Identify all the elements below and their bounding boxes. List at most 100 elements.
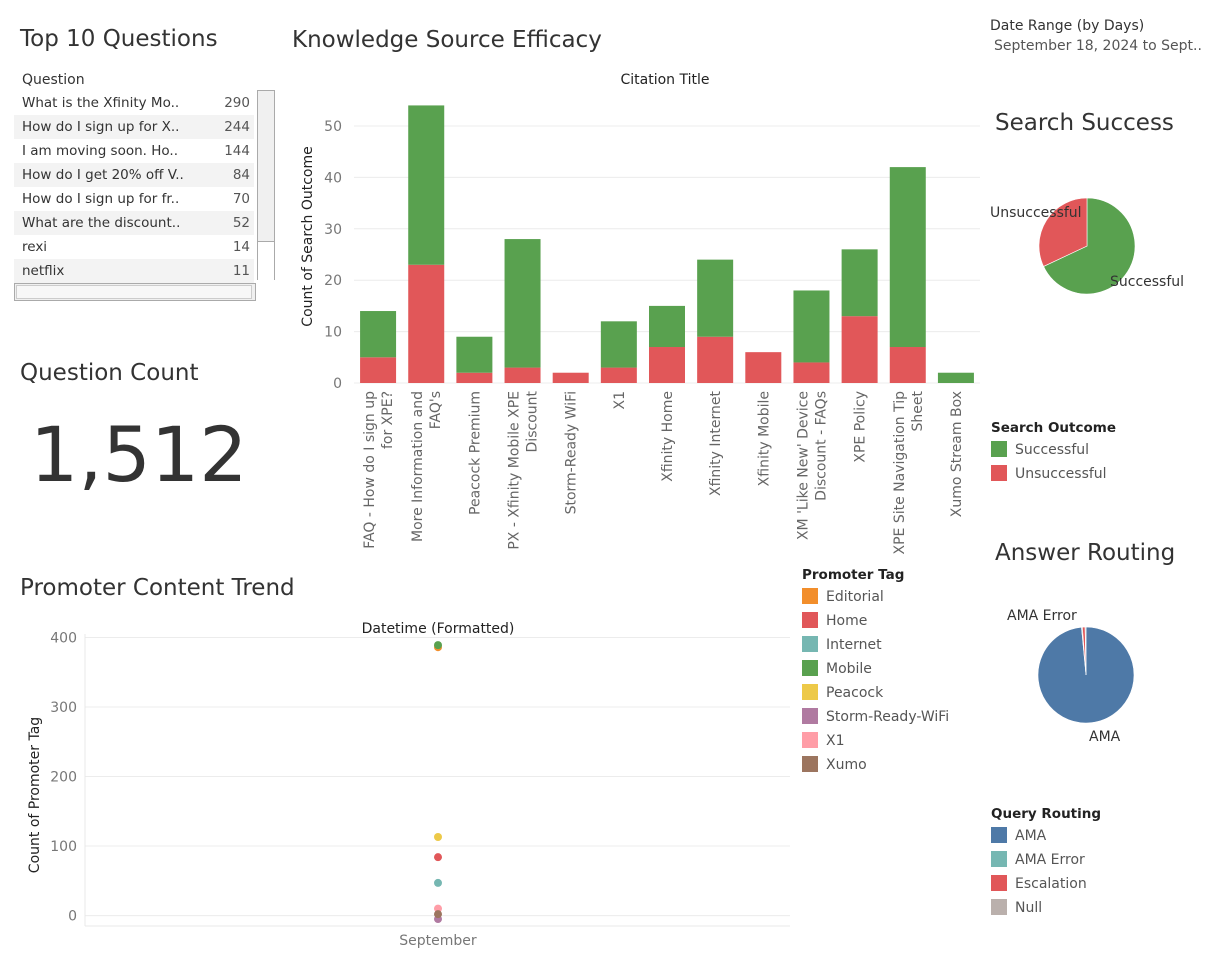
bar-successful[interactable] [841,249,878,317]
svg-text:Discount - FAQs: Discount - FAQs [813,391,829,501]
bar-x-tick-label: Xumo Stream Box [949,391,965,517]
question-count: 290 [224,95,250,111]
question-text: What are the discount.. [22,215,181,231]
date-range-value[interactable]: September 18, 2024 to Sept.. [994,38,1202,54]
legend-item-escalation[interactable]: Escalation [991,872,1101,896]
bar-successful[interactable] [360,311,397,358]
question-text: netflix [22,263,65,279]
scatter-point-xumo[interactable] [434,910,442,919]
home-swatch [802,612,818,628]
bar-x-tick-label: More Information and FAQ's [410,391,444,542]
ama-error-swatch [991,851,1007,867]
bar-successful[interactable] [600,321,637,368]
question-column-header[interactable]: Question [22,72,85,88]
bar-y-tick-label: 20 [324,273,342,289]
bar-y-tick-label: 10 [324,325,342,341]
search-success-slice[interactable] [1038,197,1088,267]
bar-x-tick-label: Xfinity Internet [708,391,724,496]
legend-item-unsuccessful[interactable]: Unsuccessful [991,462,1116,486]
bar-successful[interactable] [456,336,493,373]
bar-successful[interactable] [504,239,541,368]
question-count: 52 [232,215,250,231]
bar-unsuccessful[interactable] [456,372,493,383]
legend-item-internet[interactable]: Internet [802,633,949,657]
question-text: What is the Xfinity Mo.. [22,95,180,111]
scatter-point-home[interactable] [434,853,442,862]
question-count: 70 [232,191,250,207]
bar-successful[interactable] [937,372,974,383]
bar-unsuccessful[interactable] [793,362,830,383]
legend-item-xumo[interactable]: Xumo [802,753,949,777]
answer-routing-slice[interactable] [1084,626,1087,676]
legend-item-x1[interactable]: X1 [802,729,949,753]
table-row[interactable]: What are the discount.. 52 [14,211,254,235]
bar-successful[interactable] [408,105,445,265]
bar-x-tick-label: Xfinity Home [660,391,676,482]
legend-item-ama-error[interactable]: AMA Error [991,848,1101,872]
bar-chart-subtitle: Citation Title [620,72,709,88]
bar-unsuccessful[interactable] [841,316,878,383]
bar-unsuccessful[interactable] [408,264,445,383]
question-count: 144 [224,143,250,159]
bar-successful[interactable] [793,290,830,363]
legend-item-ama[interactable]: AMA [991,824,1101,848]
svg-text:Peacock Premium: Peacock Premium [467,391,483,515]
scatter-y-tick-label: 200 [50,770,77,786]
bar-unsuccessful[interactable] [360,357,397,383]
query-routing-legend-title: Query Routing [991,806,1102,822]
storm-ready-wifi-swatch [802,708,818,724]
questions-vertical-scrollbar[interactable] [257,90,275,280]
bar-unsuccessful[interactable] [889,347,926,383]
scatter-point-mobile[interactable] [434,641,442,650]
bar-y-tick-label: 40 [324,170,342,186]
legend-item-editorial[interactable]: Editorial [802,585,949,609]
scatter-point-x1[interactable] [434,904,442,913]
question-text: I am moving soon. Ho.. [22,143,179,159]
legend-item-storm-ready-wifi[interactable]: Storm-Ready-WiFi [802,705,949,729]
bar-successful[interactable] [649,305,685,348]
editorial-swatch [802,588,818,604]
search-success-slice[interactable] [1043,197,1136,295]
table-row[interactable]: How do I sign up for X.. 244 [14,115,254,139]
table-row[interactable]: rexi 14 [14,235,254,259]
table-row[interactable]: How do I get 20% off V.. 84 [14,163,254,187]
svg-text:Xfinity Home: Xfinity Home [660,391,676,482]
answer-routing-pie: AMA AMA Error [1007,608,1135,745]
bar-successful[interactable] [889,167,926,348]
vertical-scroll-thumb[interactable] [258,241,274,280]
bar-unsuccessful[interactable] [697,336,734,383]
bar-unsuccessful[interactable] [600,367,637,383]
bar-y-tick-label: 30 [324,222,342,238]
table-row[interactable]: I am moving soon. Ho.. 144 [14,139,254,163]
svg-text:for XPE?: for XPE? [380,391,396,449]
legend-item-peacock[interactable]: Peacock [802,681,949,705]
escalation-swatch [991,875,1007,891]
scatter-point-internet[interactable] [434,878,442,887]
table-row[interactable]: What is the Xfinity Mo.. 290 [14,91,254,115]
legend-item-mobile[interactable]: Mobile [802,657,949,681]
table-row[interactable]: netflix 11 [14,259,254,283]
scatter-y-tick-label: 400 [50,630,77,646]
bar-unsuccessful[interactable] [504,367,541,383]
bar-unsuccessful[interactable] [552,372,589,383]
successful-swatch [991,441,1007,457]
scatter-point-peacock[interactable] [434,833,442,842]
table-row[interactable]: How do I sign up for fr.. 70 [14,187,254,211]
svg-text:Sheet: Sheet [910,390,926,431]
bar-unsuccessful[interactable] [649,347,685,383]
legend-item-home[interactable]: Home [802,609,949,633]
bar-successful[interactable] [697,259,734,337]
legend-item-successful[interactable]: Successful [991,438,1116,462]
search-outcome-legend: Search Outcome Successful Unsuccessful [991,420,1116,486]
questions-horizontal-scrollbar[interactable] [14,283,256,301]
horizontal-scroll-thumb[interactable] [16,285,252,299]
question-text: How do I sign up for fr.. [22,191,180,207]
bar-x-tick-label: XPE Site Navigation Tip Sheet [892,390,926,554]
legend-item-null[interactable]: Null [991,896,1101,920]
question-count: 244 [224,119,250,135]
bar-y-axis-label: Count of Search Outcome [300,146,316,326]
bar-unsuccessful[interactable] [745,352,782,383]
svg-text:PX - Xfinity Mobile XPE: PX - Xfinity Mobile XPE [507,391,523,550]
date-range-label: Date Range (by Days) [990,18,1145,34]
bar-x-tick-label: XPE Policy [853,391,869,463]
